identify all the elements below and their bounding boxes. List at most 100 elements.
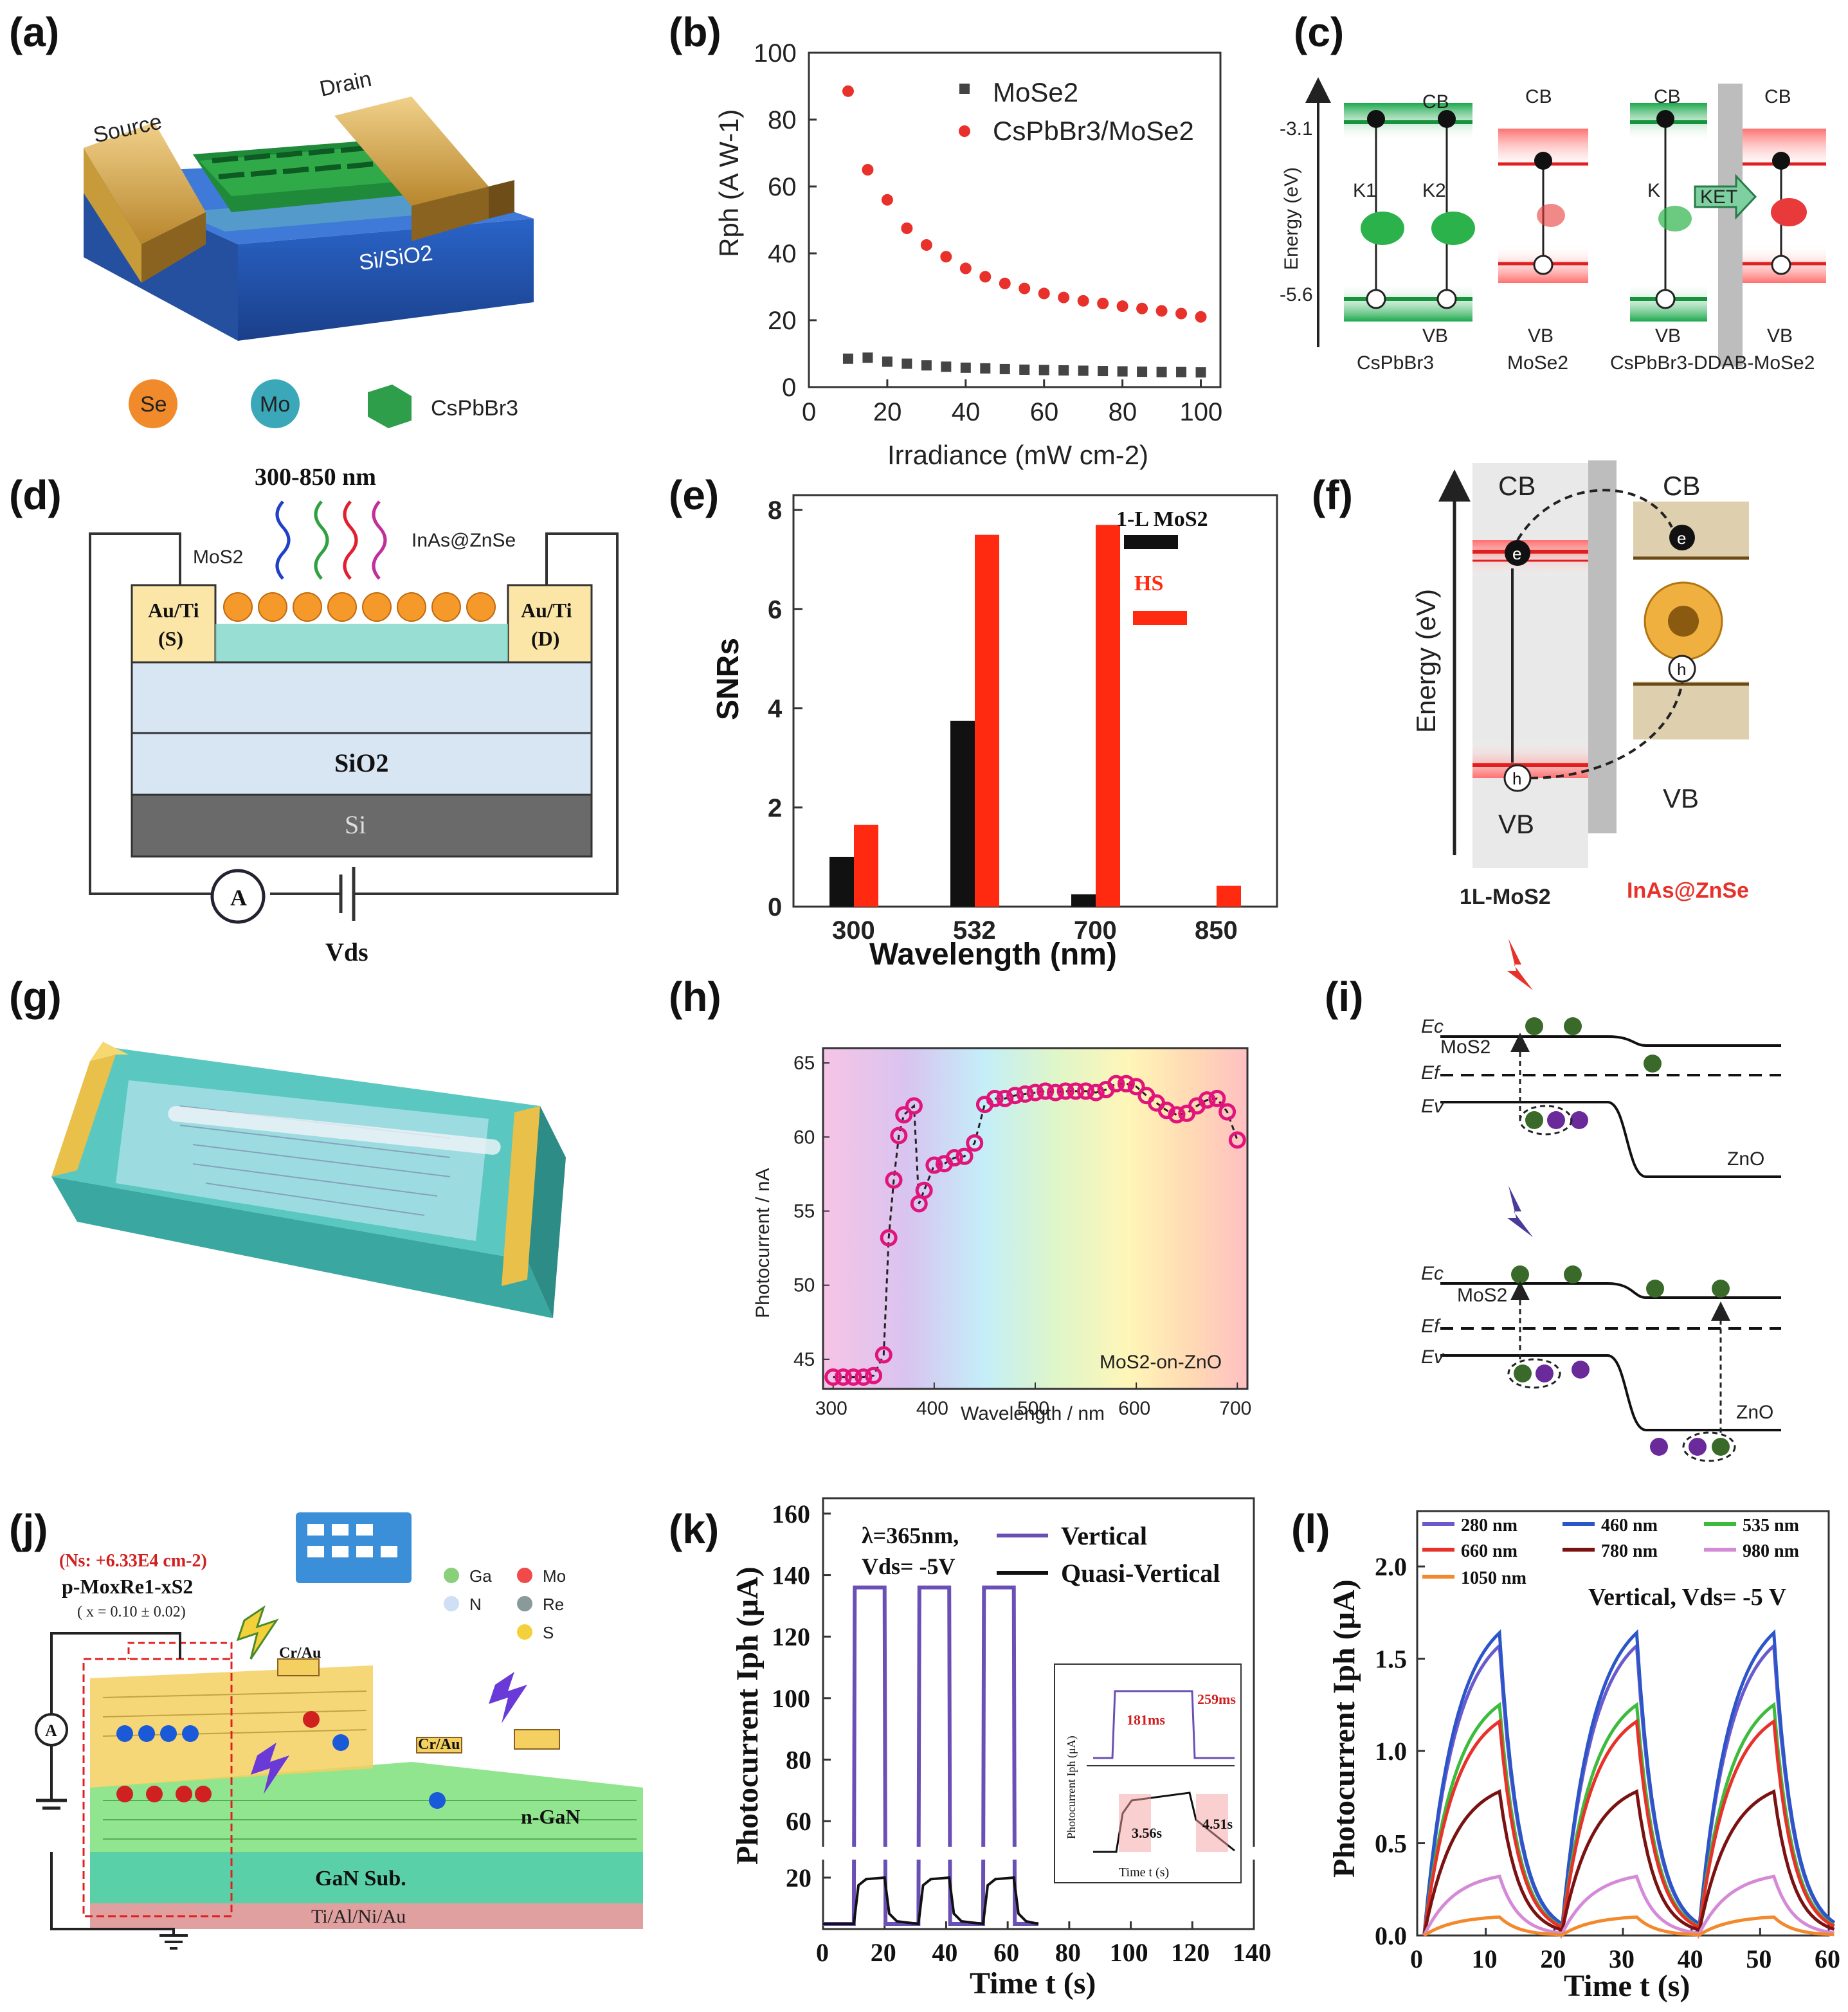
ec-label-1: Ec	[1421, 1016, 1444, 1037]
legend-label-l: 280 nm	[1461, 1516, 1517, 1536]
x-axis-label-e: Wavelength (nm)	[869, 938, 1117, 972]
legend-vertical: Vertical	[1061, 1521, 1147, 1550]
cr-au-label-2: Cr/Au	[418, 1736, 460, 1753]
chart-l: 0 10 20 30 40 50 60 0.0 0.5 1.0 1.5 2.0 280 nm 460 n…	[1327, 1510, 1840, 2003]
data-point-h	[1157, 1101, 1175, 1119]
x-tick-label-b: 80	[1109, 398, 1137, 426]
panel-label-j: (j)	[9, 1506, 48, 1552]
x-tick-label-b: 0	[802, 398, 816, 426]
chip-icon	[296, 1512, 412, 1583]
series-line-vertical	[823, 1585, 1038, 1926]
x-tick-label-l: 10	[1472, 1944, 1498, 1973]
data-point-h	[1046, 1083, 1064, 1101]
mo-atom-icon	[251, 379, 300, 428]
y-tick-label-e: 8	[768, 496, 782, 525]
data-point-h	[915, 1181, 933, 1199]
x-tick-label-k: 40	[932, 1938, 957, 1967]
vds-label-d: Vds	[325, 938, 368, 966]
data-point-h	[1117, 1074, 1135, 1092]
x-tick-label-h: 400	[916, 1398, 948, 1419]
ev-label-2: Ev	[1421, 1346, 1445, 1368]
x-tick-label-k: 20	[871, 1938, 896, 1967]
y-tick-label-k: 100	[772, 1684, 810, 1713]
y-axis-label-k: Photocurrent Iph (μA)	[730, 1566, 765, 1865]
panel-label-k: (k)	[669, 1506, 719, 1552]
x-tick-label-k: 120	[1171, 1938, 1209, 1967]
light-icon-j3	[489, 1672, 527, 1723]
data-point-h	[1037, 1082, 1055, 1100]
data-point-h	[824, 1368, 842, 1386]
panel-label-f: (f)	[1312, 472, 1353, 518]
legend-re: Re	[543, 1595, 564, 1614]
y-tick-label-h: 60	[793, 1127, 815, 1148]
inset-ylabel: Photocurrent Iph (μA)	[1065, 1736, 1078, 1839]
material-cspbbr3: CsPbBr3	[1357, 352, 1434, 374]
k-label: K	[1647, 180, 1660, 201]
data-point-mose2	[1098, 366, 1109, 377]
data-point-mose2	[1038, 365, 1049, 376]
data-point-h	[1228, 1131, 1246, 1149]
data-point-cspbbr3-mose2	[862, 164, 874, 176]
gan-sub-label: GaN Sub.	[315, 1867, 406, 1890]
vb-label-2: VB	[1528, 325, 1554, 347]
legend-label-l: 980 nm	[1743, 1541, 1799, 1561]
bar-hs	[854, 824, 878, 907]
y-axis-label-e: SNRs	[711, 638, 745, 720]
ammeter-j-label: A	[45, 1721, 57, 1740]
device-schematic-a: Source Drain Si/SiO2 Se Mo CsPbBr3	[84, 67, 534, 428]
lightning-red-icon	[1507, 939, 1533, 990]
x-tick-label-l: 30	[1609, 1944, 1635, 1973]
panel-label-g: (g)	[9, 974, 62, 1020]
y-axis-label-h: Photocurrent / nA	[752, 1168, 774, 1318]
plot-frame-k	[822, 1497, 1255, 1930]
data-point-h	[1127, 1078, 1145, 1096]
data-point-cspbbr3-mose2	[959, 262, 972, 275]
panel-label-e: (e)	[669, 472, 719, 518]
ammeter-icon	[210, 869, 266, 924]
cb-label-4: CB	[1764, 86, 1791, 107]
data-point-h	[1016, 1085, 1034, 1103]
j-legend: Ga Mo N Re S	[444, 1566, 566, 1642]
legend-mo-j: Mo	[543, 1566, 566, 1586]
cb-label-2: CB	[1525, 86, 1552, 107]
data-point-h	[1026, 1083, 1044, 1101]
legend-marker-mose2	[959, 84, 970, 94]
bar-hs	[1217, 885, 1241, 907]
legend-cspbbr3-mose2: CsPbBr3/MoSe2	[993, 116, 1194, 146]
data-point-h	[834, 1368, 852, 1386]
data-point-cspbbr3-mose2	[940, 251, 952, 263]
lightning-purple-icon	[1507, 1186, 1533, 1237]
x-axis-label-b: Irradiance (mW cm-2)	[887, 440, 1148, 470]
x-tick-label-e: 300	[832, 916, 875, 945]
y-tick-label-b: 20	[768, 307, 797, 335]
y-tick-label-k: 60	[786, 1807, 811, 1836]
ef-label-1: Ef	[1421, 1062, 1441, 1083]
data-point-mose2	[901, 358, 912, 369]
x-value-label: ( x = 0.10 ± 0.02)	[77, 1604, 186, 1620]
x-tick-label-k: 60	[993, 1938, 1019, 1967]
cr-au-label-1: Cr/Au	[279, 1645, 321, 1662]
condition-k2: Vds= -5V	[862, 1554, 956, 1579]
y-tick-label-k: 160	[772, 1500, 810, 1528]
series-line-660-nm	[1422, 1718, 1835, 1936]
electron-f2: e	[1677, 529, 1686, 548]
data-point-cspbbr3-mose2	[920, 239, 932, 251]
panel-label-b: (b)	[669, 9, 721, 55]
metal-label: Ti/Al/Ni/Au	[311, 1906, 406, 1927]
data-point-h	[986, 1089, 1004, 1107]
data-point-cspbbr3-mose2	[979, 271, 992, 283]
x-tick-label-e: 850	[1195, 916, 1238, 945]
x-tick-label-h: 500	[1017, 1398, 1049, 1419]
y-tick-label-k: 120	[772, 1622, 810, 1651]
data-point-mose2	[941, 361, 952, 372]
data-point-cspbbr3-mose2	[842, 85, 854, 97]
x-tick-label-h: 600	[1118, 1398, 1150, 1419]
data-point-h	[895, 1106, 913, 1124]
data-point-mose2	[1176, 367, 1187, 377]
panel-label-c: (c)	[1294, 9, 1344, 55]
cube-icon	[368, 385, 412, 428]
ns-label: (Ns: +6.33E4 cm-2)	[59, 1551, 207, 1571]
spectrum-background	[823, 1048, 1247, 1389]
legend-marker-cspbbr3-mose2	[959, 125, 970, 137]
plot-frame-b	[808, 51, 1222, 388]
